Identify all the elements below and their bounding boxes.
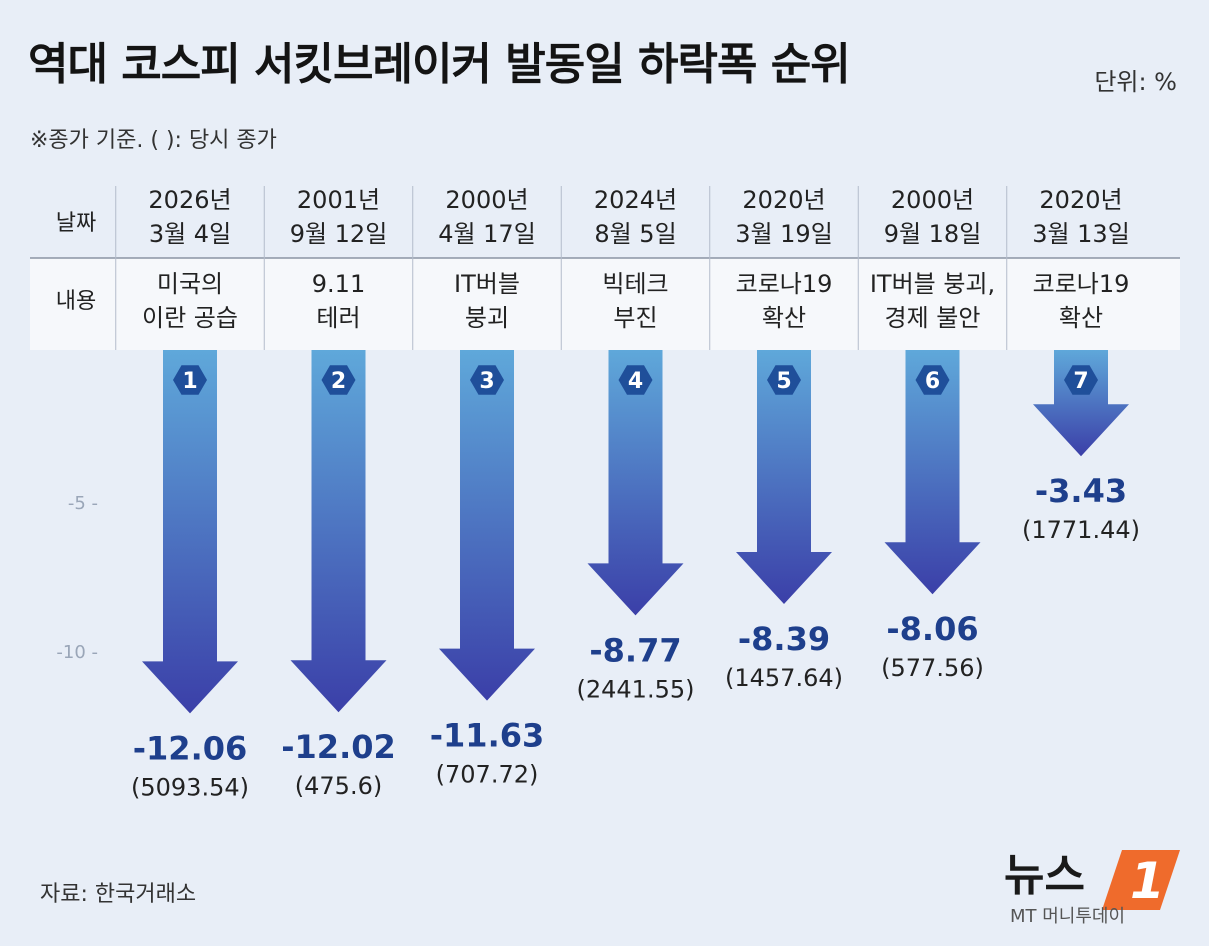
page-title: 역대 코스피 서킷브레이커 발동일 하락폭 순위 bbox=[28, 39, 851, 90]
content-line-2: 붕괴 bbox=[465, 304, 509, 332]
content-line-2: 테러 bbox=[316, 304, 360, 332]
content-line-1: 코로나19 bbox=[1033, 270, 1130, 298]
date-year: 2026년 bbox=[148, 186, 231, 214]
date-year: 2024년 bbox=[594, 186, 677, 214]
drop-arrow bbox=[736, 350, 832, 605]
rank-number: 5 bbox=[776, 369, 791, 394]
rank-number: 1 bbox=[182, 369, 197, 394]
drop-value: -11.63 bbox=[430, 717, 545, 755]
closing-price: (1771.44) bbox=[1022, 516, 1140, 544]
closing-price: (5093.54) bbox=[131, 773, 249, 801]
content-line-1: 코로나19 bbox=[736, 270, 833, 298]
closing-price: (1457.64) bbox=[725, 664, 843, 692]
content-line-2: 경제 불안 bbox=[885, 304, 981, 332]
date-day: 3월 19일 bbox=[735, 220, 833, 248]
rank-badge bbox=[767, 365, 801, 395]
rank-number: 3 bbox=[479, 369, 494, 394]
date-day: 3월 4일 bbox=[149, 220, 231, 248]
rank-badge bbox=[1064, 365, 1098, 395]
drop-value: -12.06 bbox=[133, 729, 248, 767]
rank-number: 7 bbox=[1073, 369, 1088, 394]
closing-price: (577.56) bbox=[881, 654, 984, 682]
date-day: 4월 17일 bbox=[438, 220, 536, 248]
drop-arrow bbox=[1033, 350, 1129, 457]
drop-arrow bbox=[439, 350, 535, 701]
row-label-date: 날짜 bbox=[56, 211, 96, 236]
date-day: 9월 12일 bbox=[290, 220, 388, 248]
rank-badge bbox=[173, 365, 207, 395]
drop-arrow bbox=[290, 350, 387, 713]
news1-logo: 뉴스 1 bbox=[1004, 850, 1180, 910]
y-tick-label: -5 - bbox=[68, 493, 98, 514]
content-line-1: IT버블 붕괴, bbox=[870, 270, 995, 298]
content-line-2: 확산 bbox=[1059, 304, 1103, 332]
logo-number: 1 bbox=[1130, 852, 1165, 910]
drop-arrow bbox=[587, 350, 684, 616]
closing-price: (475.6) bbox=[295, 772, 382, 800]
content-line-1: IT버블 bbox=[454, 270, 520, 298]
date-year: 2001년 bbox=[297, 186, 380, 214]
drop-value: -12.02 bbox=[281, 728, 396, 766]
date-day: 3월 13일 bbox=[1032, 220, 1130, 248]
content-row-band bbox=[30, 258, 1180, 350]
note-text: ※종가 기준. ( ): 당시 종가 bbox=[30, 128, 277, 153]
content-line-1: 빅테크 bbox=[602, 270, 668, 298]
row-label-content: 내용 bbox=[56, 289, 96, 314]
rank-badge bbox=[470, 365, 504, 395]
content-line-1: 9.11 bbox=[312, 270, 365, 298]
logo-word: 뉴스 bbox=[1004, 850, 1085, 901]
content-line-2: 이란 공습 bbox=[142, 304, 238, 332]
date-day: 8월 5일 bbox=[594, 220, 676, 248]
unit-label: 단위: % bbox=[1094, 68, 1177, 96]
closing-price: (2441.55) bbox=[577, 675, 695, 703]
drop-value: -8.06 bbox=[886, 610, 978, 648]
date-year: 2000년 bbox=[891, 186, 974, 214]
source-text: 자료: 한국거래소 bbox=[40, 882, 197, 907]
closing-price: (707.72) bbox=[436, 761, 539, 789]
date-year: 2000년 bbox=[445, 186, 528, 214]
rank-number: 6 bbox=[925, 369, 940, 394]
y-tick-label: -10 - bbox=[56, 642, 98, 663]
rank-badge bbox=[321, 365, 356, 395]
drop-arrow bbox=[142, 350, 238, 714]
logo-subtitle: MT 머니투데이 bbox=[1010, 906, 1126, 927]
content-line-1: 미국의 bbox=[157, 270, 223, 298]
date-year: 2020년 bbox=[742, 186, 825, 214]
content-line-2: 확산 bbox=[762, 304, 806, 332]
rank-badge bbox=[618, 365, 653, 395]
rank-badge bbox=[915, 365, 950, 395]
drop-value: -8.77 bbox=[589, 631, 681, 669]
rank-number: 2 bbox=[331, 369, 346, 394]
rank-number: 4 bbox=[628, 369, 643, 394]
date-day: 9월 18일 bbox=[884, 220, 982, 248]
logo-one-shape bbox=[1102, 850, 1180, 910]
date-year: 2020년 bbox=[1039, 186, 1122, 214]
drop-value: -8.39 bbox=[738, 620, 830, 658]
drop-value: -3.43 bbox=[1035, 472, 1127, 510]
content-line-2: 부진 bbox=[613, 304, 657, 332]
drop-arrow bbox=[884, 350, 981, 595]
